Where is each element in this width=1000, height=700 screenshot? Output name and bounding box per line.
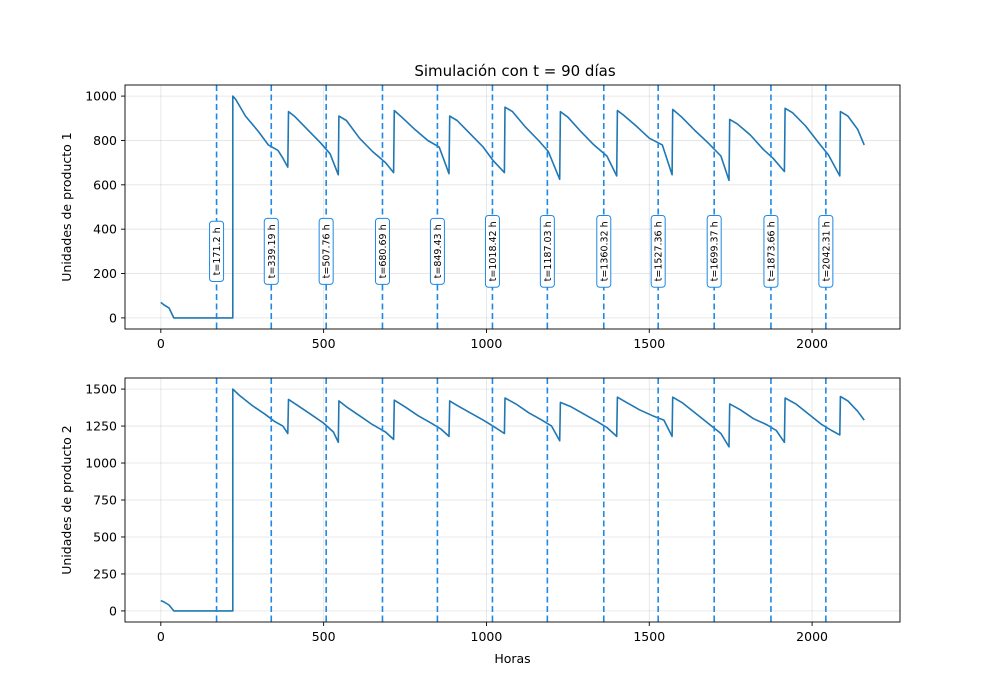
x-tick-label: 1500: [633, 629, 665, 644]
y-tick-label: 0: [109, 603, 117, 618]
event-label-box: [209, 220, 225, 282]
event-label-text: t=1018.42 h: [488, 221, 499, 281]
y-tick-label: 500: [93, 529, 117, 544]
event-label-box: [818, 214, 834, 288]
event-label: t=1699.37 h: [706, 214, 722, 288]
x-tick-label: 500: [312, 336, 336, 351]
y-tick-label: 0: [109, 310, 117, 325]
event-label: t=680.69 h: [374, 217, 390, 285]
event-label-text: t=507.76 h: [322, 224, 333, 278]
event-label: t=1018.42 h: [484, 214, 500, 288]
event-label-box: [263, 217, 279, 285]
event-label: t=507.76 h: [318, 217, 334, 285]
event-label-box: [596, 214, 612, 288]
plot-area: [160, 85, 865, 329]
event-label-text: t=1527.36 h: [654, 221, 665, 281]
x-tick-label: 0: [157, 336, 165, 351]
event-label-box: [318, 217, 334, 285]
event-label-text: t=339.19 h: [267, 224, 278, 278]
event-label: t=1360.32 h: [596, 214, 612, 288]
x-tick-label: 1000: [471, 629, 503, 644]
event-label-text: t=1873.66 h: [766, 221, 777, 281]
y-tick-label: 1000: [85, 456, 117, 471]
event-label: t=171.2 h: [209, 220, 225, 282]
event-label: t=2042.31 h: [818, 214, 834, 288]
y-tick-label: 600: [93, 177, 117, 192]
event-label-box: [374, 217, 390, 285]
event-label-box: [484, 214, 500, 288]
event-label-text: t=1699.37 h: [710, 221, 721, 281]
y-tick-label: 800: [93, 133, 117, 148]
x-tick-label: 1000: [471, 336, 503, 351]
axes-frame: [124, 84, 901, 330]
event-label-text: t=680.69 h: [378, 224, 389, 278]
y-tick-label: 1250: [85, 419, 117, 434]
x-tick-label: 2000: [796, 629, 828, 644]
series-line: [160, 95, 865, 319]
event-label-text: t=849.43 h: [433, 224, 444, 278]
x-axis-label: Horas: [494, 651, 530, 666]
bottom-panel: 0 500 1000 1500 2000 0 250 500 750 1000 1250 1500 Un…: [59, 377, 901, 666]
x-tick-label: 1500: [633, 336, 665, 351]
y-tick-label: 1500: [85, 382, 117, 397]
event-label-box: [650, 214, 666, 288]
y-tick-label: 200: [93, 266, 117, 281]
event-label-text: t=1187.03 h: [543, 221, 554, 281]
event-label: t=1187.03 h: [539, 214, 555, 288]
event-label-box: [429, 217, 445, 285]
top-panel: t=171.2 h t=339.19 h t=507.76 h t=680.69 h t…: [59, 84, 901, 351]
event-label: t=339.19 h: [263, 217, 279, 285]
event-label-box: [763, 214, 779, 288]
event-label-text: t=171.2 h: [212, 227, 223, 275]
plot-area: [160, 378, 865, 622]
x-tick-label: 500: [312, 629, 336, 644]
event-label-box: [706, 214, 722, 288]
event-label: t=1873.66 h: [763, 214, 779, 288]
event-label-text: t=1360.32 h: [599, 221, 610, 281]
x-tick-label: 0: [157, 629, 165, 644]
event-label-box: [539, 214, 555, 288]
y-axis-label: Unidades de producto 1: [59, 132, 74, 282]
y-axis-label: Unidades de producto 2: [59, 425, 74, 575]
chart-title: Simulación con t = 90 días: [414, 62, 615, 80]
event-label: t=1527.36 h: [650, 214, 666, 288]
event-label-text: t=2042.31 h: [821, 221, 832, 281]
y-tick-label: 750: [93, 493, 117, 508]
series-line: [160, 388, 865, 612]
event-label: t=849.43 h: [429, 217, 445, 285]
y-tick-label: 250: [93, 566, 117, 581]
x-tick-label: 2000: [796, 336, 828, 351]
y-tick-label: 400: [93, 222, 117, 237]
y-tick-label: 1000: [85, 89, 117, 104]
